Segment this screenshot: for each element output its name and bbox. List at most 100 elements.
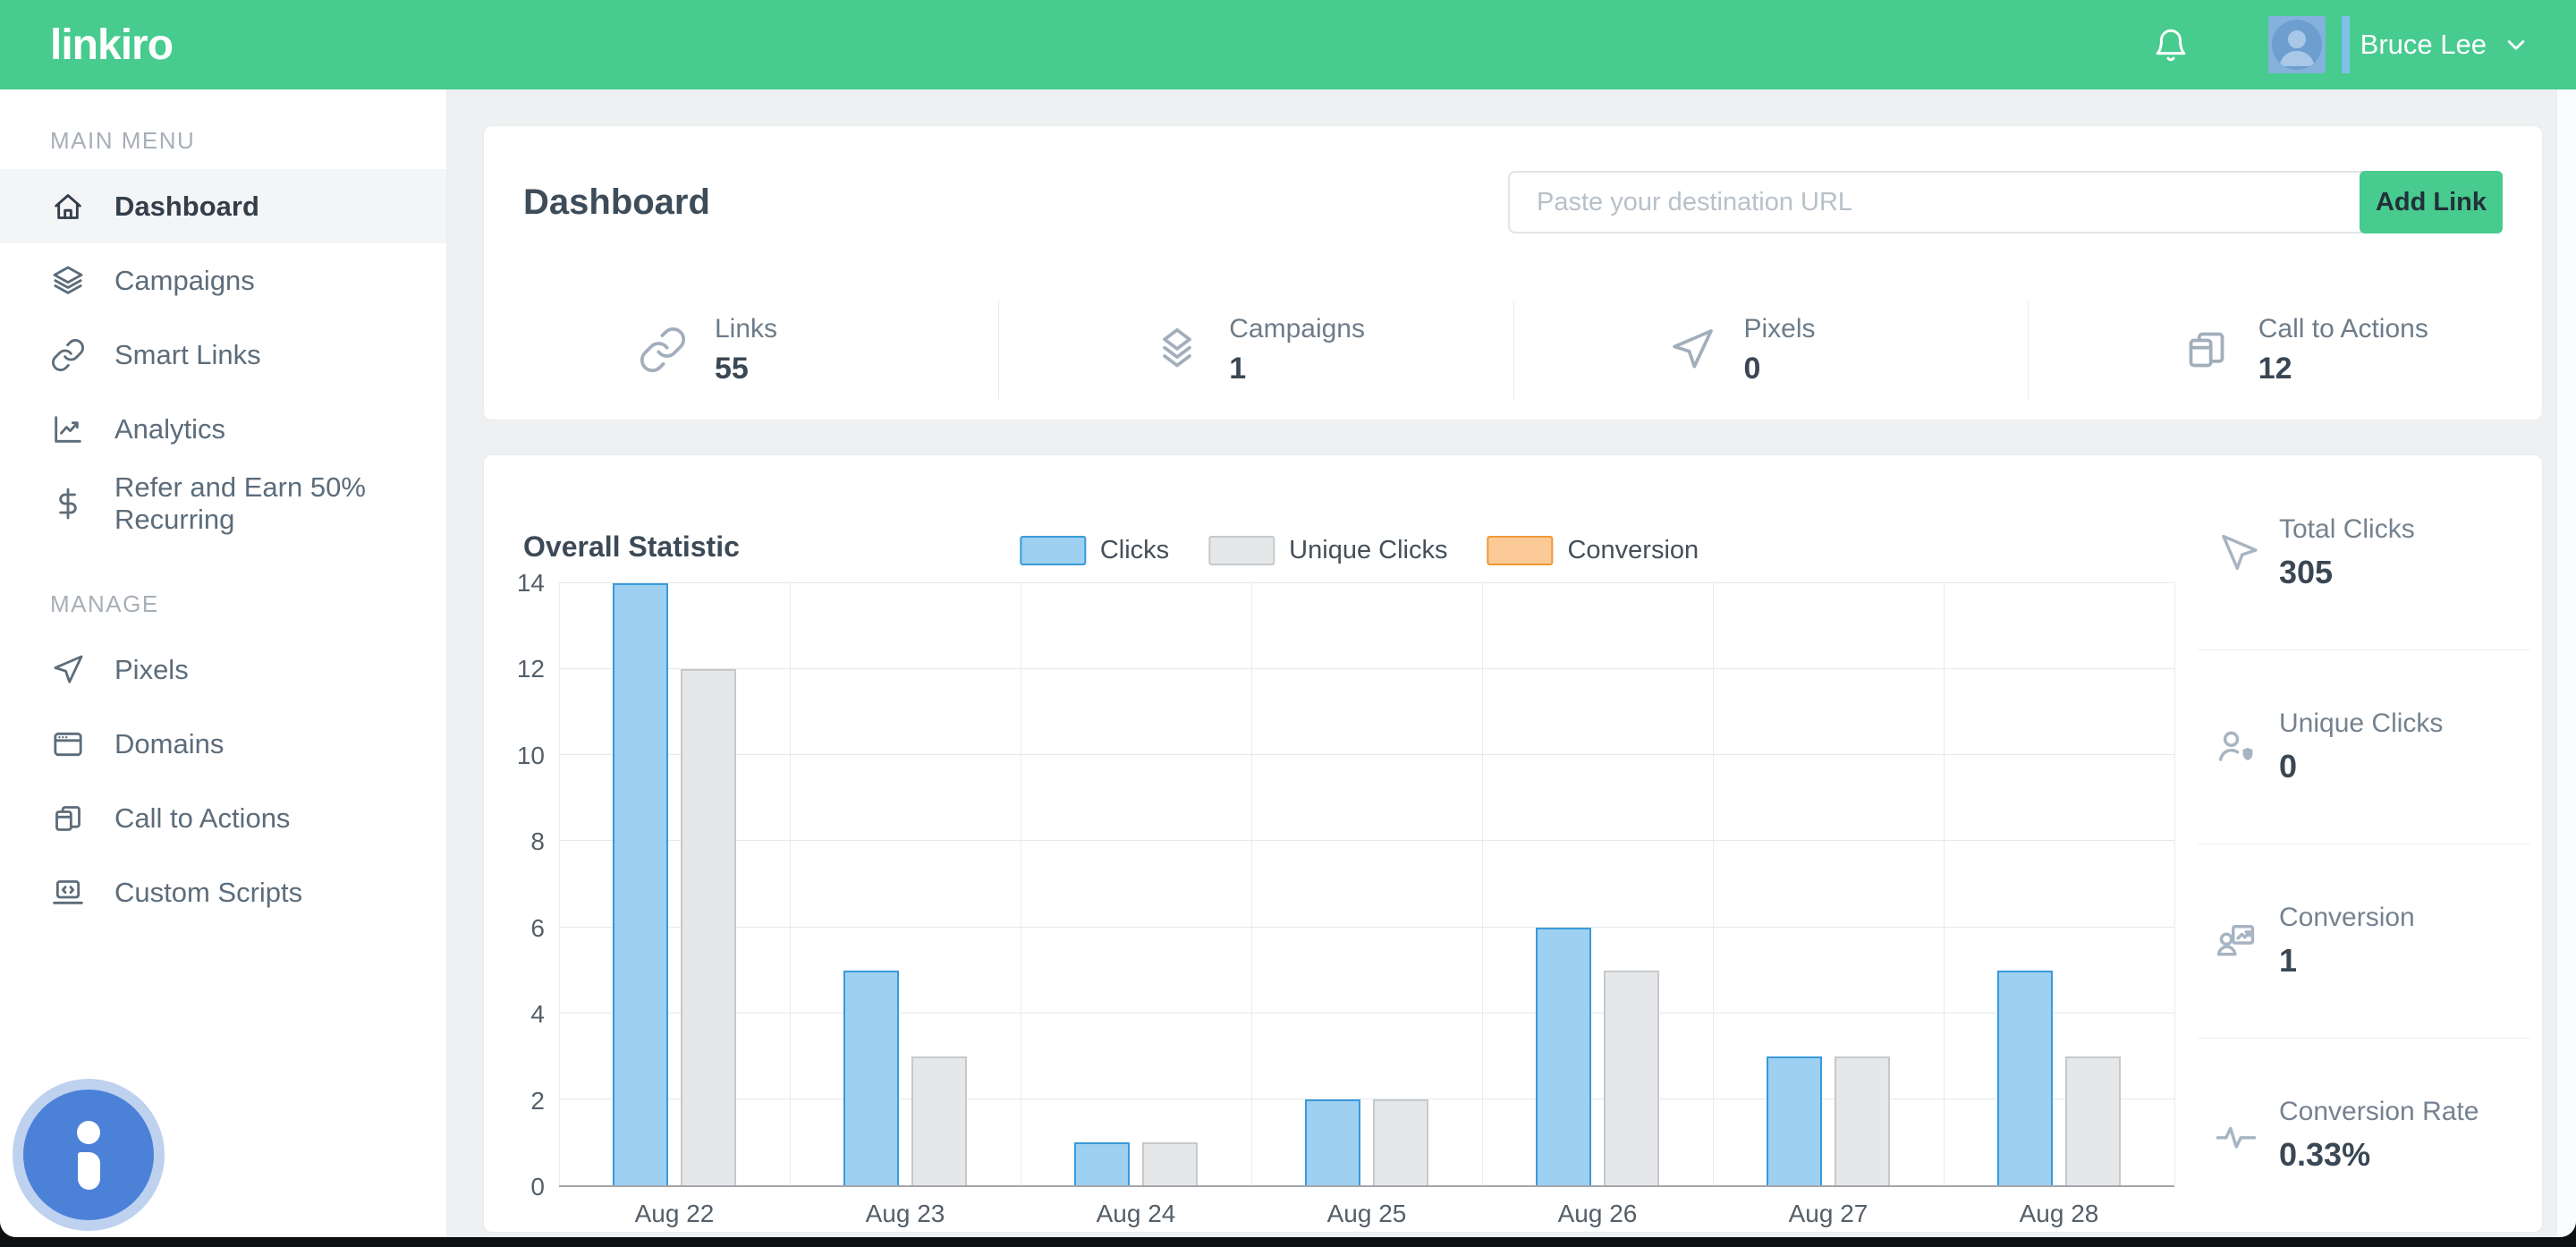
summary-conversion-rate: Conversion Rate 0.33% [2199, 1038, 2529, 1232]
notifications-bell-icon[interactable] [2152, 26, 2190, 64]
summary-panel: Total Clicks 305 [2195, 455, 2542, 1232]
summary-label: Total Clicks [2279, 513, 2415, 544]
gridline-horizontal [559, 754, 2174, 756]
y-axis: 0 2 4 6 8 10 12 14 [517, 569, 559, 1200]
legend-swatch [1487, 536, 1554, 565]
summary-value: 0 [2279, 748, 2298, 785]
sidebar-item-dashboard[interactable]: Dashboard [0, 169, 446, 243]
stat-pixels: Pixels 0 [1513, 278, 2028, 421]
sidebar-item-smart-links[interactable]: Smart Links [0, 318, 446, 392]
cards-icon [2182, 325, 2232, 375]
gridline-horizontal [559, 1012, 2174, 1014]
scrollbar-track[interactable] [2556, 89, 2576, 1237]
x-tick-label: Aug 26 [1557, 1200, 1638, 1227]
chart-bar-unique-clicks [911, 1056, 967, 1185]
x-tick-label: Aug 28 [2019, 1200, 2099, 1227]
sidebar-item-label: Refer and Earn 50% Recurring [114, 471, 366, 535]
x-tick-label: Aug 27 [1788, 1200, 1868, 1227]
link-icon [50, 337, 86, 373]
add-link-button[interactable]: Add Link [2360, 171, 2503, 233]
user-chart-icon [2213, 918, 2259, 964]
chart-bar-clicks [1997, 970, 2053, 1185]
sidebar-item-analytics[interactable]: Analytics [0, 392, 446, 466]
sidebar-section-main-menu: MAIN MENU [50, 127, 196, 154]
home-icon [50, 189, 86, 225]
chart-bar-clicks [1305, 1099, 1360, 1185]
overall-statistic-card: Overall Statistic Clicks Unique Clicks Con… [483, 454, 2543, 1233]
brand-logo: linkiro [50, 21, 174, 69]
stat-label: Links [715, 313, 778, 344]
gridline-vertical [1944, 583, 1945, 1185]
chart-legend: Clicks Unique Clicks Conversion [1019, 536, 1699, 565]
sidebar-item-refer-earn[interactable]: Refer and Earn 50% Recurring [0, 466, 446, 540]
stat-links: Links 55 [484, 278, 998, 421]
sidebar-item-label: Custom Scripts [114, 876, 303, 908]
chart-group [1944, 583, 2174, 1185]
pulse-icon [2213, 1112, 2259, 1158]
stats-row: Links 55 Campaigns 1 [484, 278, 2542, 421]
stat-value: 0 [1743, 351, 1761, 386]
stat-value: 1 [1229, 351, 1247, 386]
y-tick-label: 8 [530, 827, 545, 856]
summary-label: Conversion [2279, 903, 2415, 932]
legend-item[interactable]: Clicks [1019, 536, 1169, 565]
chart-group [1021, 583, 1251, 1185]
chart-group [1251, 583, 1482, 1185]
analytics-icon [50, 411, 86, 447]
stat-label: Pixels [1743, 313, 1816, 344]
sidebar-item-custom-scripts[interactable]: Custom Scripts [0, 855, 446, 929]
text-caret [2341, 16, 2350, 73]
destination-url-input[interactable] [1508, 171, 2363, 233]
chevron-down-icon[interactable] [2501, 30, 2531, 60]
sidebar-item-label: Domains [114, 727, 225, 759]
legend-swatch [1019, 536, 1086, 565]
top-navbar: linkiro [0, 0, 2576, 89]
y-tick-label: 14 [516, 569, 545, 597]
legend-item[interactable]: Unique Clicks [1208, 536, 1447, 565]
gridline-vertical [2174, 583, 2175, 1185]
y-tick-label: 4 [530, 1000, 545, 1029]
gridline-horizontal [559, 840, 2174, 842]
x-tick-label: Aug 25 [1326, 1200, 1407, 1227]
sidebar-item-label: Campaigns [114, 264, 255, 296]
summary-total-clicks: Total Clicks 305 [2199, 455, 2529, 649]
avatar[interactable] [2267, 16, 2326, 73]
layers-icon [1152, 325, 1202, 375]
summary-conversion: Conversion 1 [2199, 844, 2529, 1038]
bar-chart: Overall Statistic Clicks Unique Clicks Con… [517, 455, 2195, 1232]
user-menu-name[interactable]: Bruce Lee [2360, 29, 2487, 60]
plot-area [559, 582, 2175, 1187]
sidebar-item-label: Analytics [114, 412, 226, 445]
sidebar-item-campaigns[interactable]: Campaigns [0, 243, 446, 318]
gridline-horizontal [559, 926, 2174, 928]
bar-groups [559, 583, 2174, 1185]
legend-label: Unique Clicks [1289, 536, 1448, 564]
summary-label: Conversion Rate [2279, 1097, 2479, 1126]
chart-bar-clicks [1074, 1141, 1130, 1185]
gridline-horizontal [559, 582, 2174, 583]
y-tick-label: 6 [530, 913, 545, 942]
stat-value: 12 [2258, 351, 2292, 386]
chart-bar-clicks [1767, 1056, 1822, 1185]
sidebar-item-domains[interactable]: Domains [0, 707, 446, 781]
sidebar-item-pixels[interactable]: Pixels [0, 632, 446, 707]
chart-group [559, 583, 790, 1185]
sidebar-item-label: Smart Links [114, 338, 261, 370]
main-content: Dashboard Add Link [447, 89, 2576, 1237]
stat-campaigns: Campaigns 1 [998, 278, 1513, 421]
summary-unique-clicks: Unique Clicks 0 [2199, 649, 2529, 844]
legend-swatch [1208, 536, 1275, 565]
sidebar-item-call-to-actions[interactable]: Call to Actions [0, 781, 446, 855]
legend-item[interactable]: Conversion [1487, 536, 1699, 565]
stat-call-to-actions: Call to Actions 12 [2027, 278, 2542, 421]
legend-label: Conversion [1567, 536, 1699, 564]
info-widget-button[interactable] [23, 1090, 154, 1220]
chart-bar-clicks [1536, 927, 1591, 1185]
gridline-vertical [1713, 583, 1714, 1185]
gridline-vertical [1482, 583, 1483, 1185]
sidebar-item-label: Call to Actions [114, 802, 291, 834]
paper-plane-icon [50, 652, 86, 688]
chart-group [1713, 583, 1944, 1185]
chart-bar-clicks [613, 583, 668, 1185]
layers-icon [50, 263, 86, 299]
